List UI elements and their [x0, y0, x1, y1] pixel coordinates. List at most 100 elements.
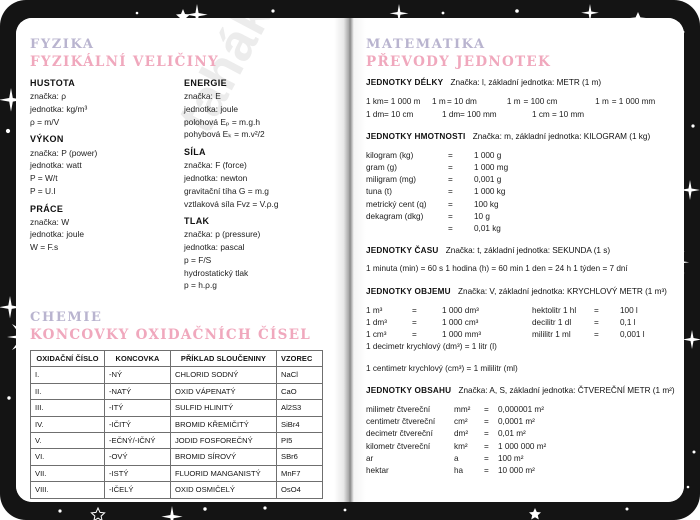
cell: 1 m³ — [366, 305, 383, 315]
block-line: P = U.I — [30, 185, 56, 196]
chemistry-title: CHEMIE — [30, 310, 103, 326]
table-cell: Al2S3 — [276, 399, 323, 417]
block-line: jednotka: kg/m³ — [30, 103, 88, 114]
time-conversions: 1 minuta (min) = 60 s 1 hodina (h) = 60 … — [366, 264, 628, 274]
cell: = 10 mm — [552, 109, 585, 119]
conversion-row: milimetr čtvereční mm² = 0,000001 m² — [366, 404, 670, 416]
cell: 1 000 g — [474, 151, 502, 160]
conversion-row: 1 m³ = 1 000 dm³ hektolitr 1 hl = 100 l — [366, 305, 670, 317]
cell: = — [412, 318, 417, 328]
cell: ha — [454, 465, 464, 475]
cell: 1 m — [595, 97, 609, 107]
table-cell: OXID OSMIČELÝ — [170, 481, 277, 499]
mass-desc: Značka: m, základní jednotka: KILOGRAM (… — [472, 131, 651, 141]
cell: 0,0001 m² — [498, 417, 535, 427]
physics-block: TLAK značka: p (pressure) jednotka: pasc… — [184, 215, 332, 292]
chemistry-subtitle: KONCOVKY OXIDAČNÍCH ČÍSEL — [30, 327, 312, 344]
table-cell: III. — [30, 399, 105, 417]
table-cell: JODID FOSFOREČNÝ — [170, 432, 277, 450]
cell: 1 000 mg — [474, 163, 509, 173]
block-line: značka: E — [184, 91, 221, 102]
column-header: PŘÍKLAD SLOUČENINY — [170, 350, 277, 368]
conversion-row: miligram (mg) = 0,001 g — [366, 174, 670, 186]
time-label: JEDNOTKY ČASU — [366, 245, 439, 255]
block-heading: ENERGIE — [184, 78, 227, 89]
table-cell: CaO — [276, 382, 323, 401]
volume-rows: 1 m³ = 1 000 dm³ hektolitr 1 hl = 100 l 1 dm³ =… — [366, 305, 670, 341]
conversion-row: kilogram (kg) = 1 000 g — [366, 150, 670, 162]
cell: = — [448, 187, 453, 197]
conversion-row: 1 dm³ = 1 000 cm³ decilitr 1 dl = 0,1 l — [366, 317, 670, 329]
table-cell: -EČNÝ/-IČNÝ — [104, 432, 171, 450]
block-line: jednotka: watt — [30, 160, 82, 171]
table-cell: V. — [30, 432, 105, 450]
block-line: polohová Eₚ = m.g.h — [184, 116, 260, 127]
cell: 1 dm — [366, 109, 385, 119]
table-cell: SBr6 — [276, 448, 323, 466]
block-line: p = h.ρ.g — [184, 280, 217, 291]
area-desc: Značka: A, S, základní jednotka: ČTVEREČ… — [458, 385, 675, 395]
block-line: jednotka: newton — [184, 173, 248, 184]
right-page: MATEMATIKA PŘEVODY JEDNOTEK JEDNOTKY DÉL… — [350, 18, 684, 502]
cell: = — [484, 453, 489, 463]
table-row: I. -NÝ CHLORID SODNÝ NaCl — [30, 366, 323, 384]
conversion-row: ar a = 100 m² — [366, 453, 670, 465]
cell: hektolitr 1 hl — [532, 305, 577, 315]
cell: decilitr 1 dl — [532, 318, 572, 328]
cell: tuna (t) — [366, 187, 392, 197]
physics-block: VÝKON značka: P (power) jednotka: watt P… — [30, 133, 178, 197]
table-cell: -IČELÝ — [104, 481, 171, 499]
cell: 10 000 m² — [498, 465, 535, 475]
cell: milimetr čtvereční — [366, 405, 431, 415]
physics-title: FYZIKA — [30, 37, 95, 52]
cell: 1 cm³ — [366, 330, 387, 340]
table-cell: IV. — [30, 415, 105, 434]
conversion-row: dekagram (dkg) = 10 g — [366, 211, 670, 223]
cell: = — [448, 211, 453, 221]
table-row: VI. -OVÝ BROMID SÍROVÝ SBr6 — [30, 448, 323, 466]
block-line: gravitační tíha G = m.g — [184, 185, 269, 196]
cell: ar — [366, 453, 374, 463]
block-line: značka: W — [30, 216, 70, 227]
conversion-row: hektar ha = 10 000 m² — [366, 465, 670, 477]
cell: gram (g) — [366, 163, 397, 173]
length-heading: JEDNOTKY DÉLKY Značka: l, základní jedno… — [366, 77, 670, 89]
cell: kilometr čtvereční — [366, 441, 431, 451]
cell: = — [594, 305, 599, 315]
conversion-row: kilometr čtvereční km² = 1 000 000 m² — [366, 441, 670, 453]
table-cell: SULFID HLINITÝ — [170, 399, 277, 417]
cell: = — [448, 163, 453, 173]
table-row: II. -NATÝ OXID VÁPENATÝ CaO — [30, 382, 323, 401]
cell: dm² — [454, 429, 469, 439]
conversion-row: 1 dm = 10 cm 1 dm = 100 mm 1 cm = 10 mm — [366, 109, 670, 121]
cell: 1 m — [432, 97, 446, 107]
conversion-row: 1 km = 1 000 m 1 m = 10 dm 1 m = 100 cm … — [366, 96, 670, 108]
left-page: taháky FYZIKA FYZIKÁLNÍ VELIČINY HUSTOTA… — [16, 18, 350, 502]
area-heading: JEDNOTKY OBSAHU Značka: A, S, základní j… — [366, 385, 675, 397]
cell: 100 m² — [498, 453, 524, 463]
block-line: vztlaková síla Fvz = V.ρ.g — [184, 198, 279, 209]
conversion-row: metrický cent (q) = 100 kg — [366, 199, 670, 211]
cell: kilogram (kg) — [366, 151, 414, 160]
cell: 1 dm³ — [366, 318, 387, 328]
conversion-row: 1 cm³ = 1 000 mm³ mililitr 1 ml = 0,001 l — [366, 329, 670, 341]
volume-label: JEDNOTKY OBJEMU — [366, 286, 451, 296]
table-row: IV. -IČITÝ BROMID KŘEMIČITÝ SiBr4 — [30, 415, 323, 434]
open-pages: taháky FYZIKA FYZIKÁLNÍ VELIČINY HUSTOTA… — [16, 18, 684, 502]
mass-rows: kilogram (kg) = 1 000 g gram (g) = 1 000 mg mi… — [366, 150, 670, 235]
cell: = — [412, 305, 417, 315]
block-line: jednotka: joule — [184, 103, 239, 114]
block-line: hydrostatický tlak — [184, 267, 249, 278]
length-label: JEDNOTKY DÉLKY — [366, 78, 444, 88]
table-cell: BROMID KŘEMIČITÝ — [170, 415, 277, 434]
table-cell: MnF7 — [276, 464, 323, 483]
cell: = 100 cm — [523, 97, 558, 107]
conversion-row: tuna (t) = 1 000 kg — [366, 186, 670, 198]
block-line: značka: ρ — [30, 91, 66, 102]
cell: miligram (mg) — [366, 175, 417, 185]
volume-heading: JEDNOTKY OBJEMU Značka: V, základní jedn… — [366, 286, 670, 298]
physics-block: SÍLA značka: F (force) jednotka: newton … — [184, 146, 332, 210]
cell: 1 000 dm³ — [442, 305, 479, 315]
cell: 1 km — [366, 97, 384, 107]
